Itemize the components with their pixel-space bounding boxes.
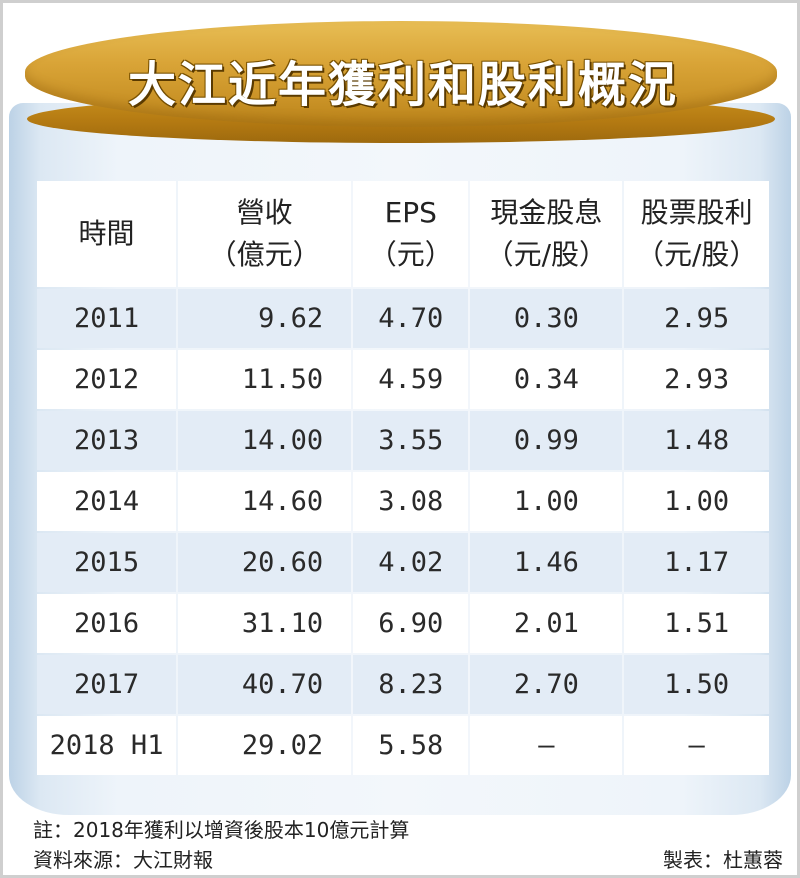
cell-revenue: 31.10 (178, 594, 352, 653)
header-label: 營收 (236, 196, 293, 229)
header-label: 股票股利 (640, 196, 753, 229)
cell-stock-dividend: – (624, 716, 769, 775)
cell-cash-dividend: 2.01 (470, 594, 623, 653)
table-header-row: 時間 營收 （億元） EPS （元） 現金股息 （元/股） (37, 181, 769, 287)
cell-year: 2017 (37, 655, 177, 714)
table-row: 2018 H1 29.02 5.58 – – (37, 716, 769, 775)
note-text: 註：2018年獲利以增資後股本10億元計算 (33, 818, 410, 842)
cell-eps: 3.55 (353, 411, 469, 470)
table-row: 2011 9.62 4.70 0.30 2.95 (37, 289, 769, 348)
cell-cash-dividend: – (470, 716, 623, 775)
cell-revenue: 9.62 (178, 289, 352, 348)
cell-eps: 4.59 (353, 350, 469, 409)
header-unit: （元/股） (485, 238, 608, 271)
table-row: 2014 14.60 3.08 1.00 1.00 (37, 472, 769, 531)
header-cash-dividend: 現金股息 （元/股） (470, 181, 623, 287)
header-stock-dividend: 股票股利 （元/股） (624, 181, 769, 287)
cell-year: 2012 (37, 350, 177, 409)
cell-revenue: 11.50 (178, 350, 352, 409)
footnotes: 註：2018年獲利以增資後股本10億元計算 資料來源：大江財報 製表：杜蕙蓉 (33, 815, 783, 875)
cell-eps: 6.90 (353, 594, 469, 653)
header-unit: （億元） (208, 238, 321, 271)
cell-eps: 3.08 (353, 472, 469, 531)
header-unit: （元/股） (635, 238, 758, 271)
table-container: 時間 營收 （億元） EPS （元） 現金股息 （元/股） (35, 179, 771, 775)
cell-cash-dividend: 1.00 (470, 472, 623, 531)
header-label: 時間 (78, 217, 135, 250)
source-text: 資料來源：大江財報 (33, 848, 213, 872)
table-row: 2013 14.00 3.55 0.99 1.48 (37, 411, 769, 470)
cell-year: 2016 (37, 594, 177, 653)
cell-eps: 5.58 (353, 716, 469, 775)
cell-revenue: 29.02 (178, 716, 352, 775)
cell-revenue: 20.60 (178, 533, 352, 592)
cell-stock-dividend: 1.17 (624, 533, 769, 592)
cell-cash-dividend: 0.30 (470, 289, 623, 348)
cell-year: 2018 H1 (37, 716, 177, 775)
table-row: 2017 40.70 8.23 2.70 1.50 (37, 655, 769, 714)
header-label: 現金股息 (490, 196, 603, 229)
cell-stock-dividend: 1.00 (624, 472, 769, 531)
credit-text: 製表：杜蕙蓉 (663, 848, 783, 872)
data-table: 時間 營收 （億元） EPS （元） 現金股息 （元/股） (35, 179, 771, 777)
cell-cash-dividend: 1.46 (470, 533, 623, 592)
cell-stock-dividend: 1.50 (624, 655, 769, 714)
header-unit: （元） (368, 238, 453, 271)
header-eps: EPS （元） (353, 181, 469, 287)
header-revenue: 營收 （億元） (178, 181, 352, 287)
cell-year: 2014 (37, 472, 177, 531)
cell-cash-dividend: 0.99 (470, 411, 623, 470)
jar-lid (25, 21, 777, 127)
table-row: 2015 20.60 4.02 1.46 1.17 (37, 533, 769, 592)
cell-stock-dividend: 2.95 (624, 289, 769, 348)
cell-year: 2015 (37, 533, 177, 592)
cell-cash-dividend: 0.34 (470, 350, 623, 409)
cell-eps: 4.02 (353, 533, 469, 592)
table-row: 2012 11.50 4.59 0.34 2.93 (37, 350, 769, 409)
cell-stock-dividend: 2.93 (624, 350, 769, 409)
header-time: 時間 (37, 181, 177, 287)
table-row: 2016 31.10 6.90 2.01 1.51 (37, 594, 769, 653)
cell-stock-dividend: 1.51 (624, 594, 769, 653)
cell-year: 2011 (37, 289, 177, 348)
cell-cash-dividend: 2.70 (470, 655, 623, 714)
cell-revenue: 40.70 (178, 655, 352, 714)
cell-revenue: 14.00 (178, 411, 352, 470)
cell-stock-dividend: 1.48 (624, 411, 769, 470)
header-label: EPS (384, 196, 437, 229)
cell-eps: 4.70 (353, 289, 469, 348)
cell-eps: 8.23 (353, 655, 469, 714)
cell-year: 2013 (37, 411, 177, 470)
page-title: 大江近年獲利和股利概況 (127, 57, 678, 113)
cell-revenue: 14.60 (178, 472, 352, 531)
